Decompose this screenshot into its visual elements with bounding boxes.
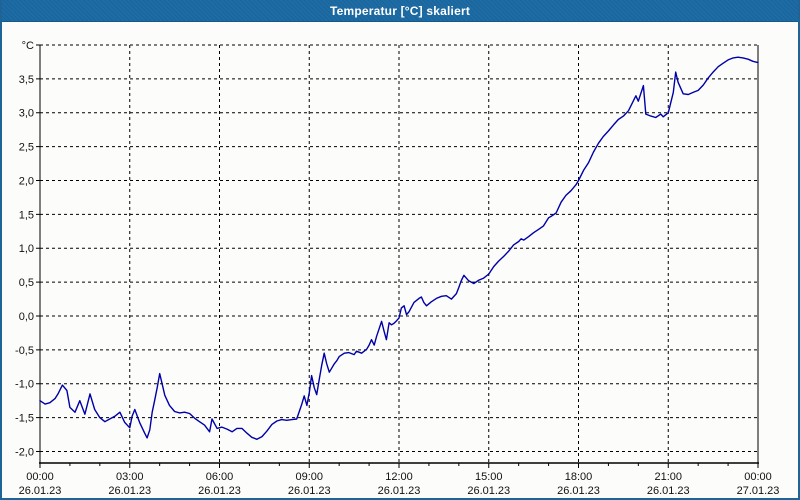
y-tick-label: 3,0 xyxy=(19,108,34,120)
y-tick-label: -1,5 xyxy=(15,413,34,425)
x-tick-date-label: 26.01.23 xyxy=(108,485,151,497)
axis-ticks xyxy=(36,44,759,468)
x-tick-date-label: 26.01.23 xyxy=(378,485,421,497)
window-title: Temperatur [°C] skaliert xyxy=(329,3,471,18)
y-tick-label: 2,5 xyxy=(19,142,34,154)
x-tick-time-label: 12:00 xyxy=(385,471,413,483)
y-tick-label: 1,5 xyxy=(19,209,34,221)
y-tick-label: 0,0 xyxy=(19,311,34,323)
grid-lines xyxy=(40,44,758,463)
x-tick-date-label: 27.01.23 xyxy=(737,485,780,497)
x-tick-time-label: 06:00 xyxy=(206,471,234,483)
series-lines xyxy=(39,56,759,440)
x-tick-time-label: 18:00 xyxy=(565,471,593,483)
x-tick-time-label: 09:00 xyxy=(295,471,323,483)
y-tick-label: 0,5 xyxy=(19,277,34,289)
x-tick-time-label: 03:00 xyxy=(116,471,144,483)
x-tick-time-label: 00:00 xyxy=(26,471,54,483)
temperature-series-line xyxy=(39,56,759,440)
y-tick-label: 3,5 xyxy=(19,74,34,86)
y-tick-label: -1,0 xyxy=(15,379,34,391)
temperature-chart: °C 3,5 3,0 2,5 2,0 1,5 1,0 0,5 0,0 -0,5 -1,0 -1,5 -2… xyxy=(15,40,780,497)
x-tick-time-label: 15:00 xyxy=(475,471,503,483)
x-tick-time-label: 00:00 xyxy=(744,471,772,483)
x-axis-labels: 00:00 26.01.23 03:00 26.01.23 06:00 26.01.23 0… xyxy=(19,471,780,497)
x-tick-date-label: 26.01.23 xyxy=(198,485,241,497)
x-tick-date-label: 26.01.23 xyxy=(557,485,600,497)
x-tick-date-label: 26.01.23 xyxy=(467,485,510,497)
y-tick-label: -2,0 xyxy=(15,446,34,458)
y-axis-labels: °C 3,5 3,0 2,5 2,0 1,5 1,0 0,5 0,0 -0,5 -1,0 -1,5 -2… xyxy=(15,40,34,458)
x-tick-date-label: 26.01.23 xyxy=(19,485,62,497)
y-axis-unit-label: °C xyxy=(22,40,34,52)
x-tick-date-label: 26.01.23 xyxy=(288,485,331,497)
y-tick-label: 1,0 xyxy=(19,243,34,255)
chart-plot-area: °C 3,5 3,0 2,5 2,0 1,5 1,0 0,5 0,0 -0,5 -1,0 -1,5 -2… xyxy=(2,22,798,498)
x-tick-date-label: 26.01.23 xyxy=(647,485,690,497)
x-tick-time-label: 21:00 xyxy=(654,471,682,483)
y-tick-label: 2,0 xyxy=(19,175,34,187)
window-titlebar[interactable]: Temperatur [°C] skaliert xyxy=(2,0,798,22)
y-tick-label: -0,5 xyxy=(15,345,34,357)
